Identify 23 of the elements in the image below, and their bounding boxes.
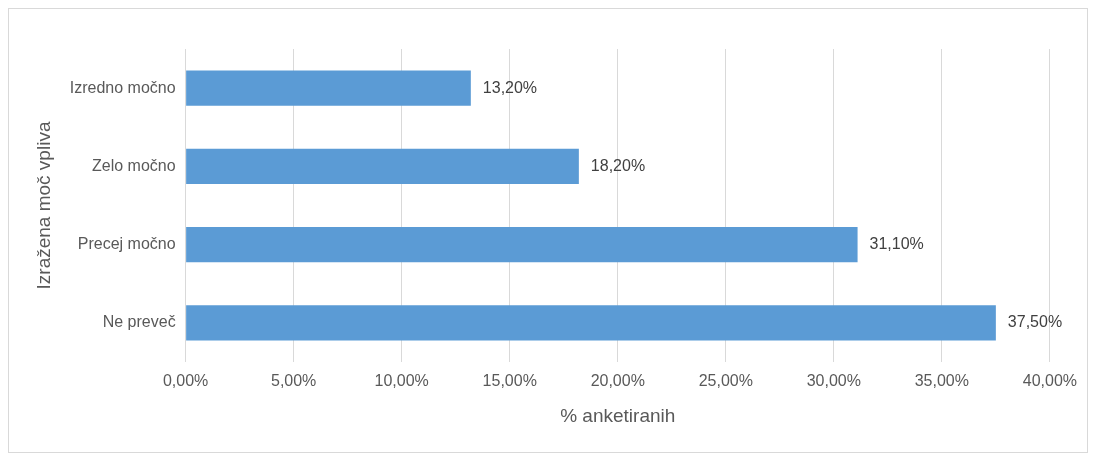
data-label: 37,50% bbox=[1007, 313, 1063, 331]
data-label: 18,20% bbox=[590, 156, 646, 174]
y-tick-label: Ne preveč bbox=[102, 313, 176, 331]
bar bbox=[186, 148, 579, 184]
y-tick-label: Zelo močno bbox=[92, 156, 176, 174]
x-tick-label: 40,00% bbox=[1022, 372, 1077, 390]
bar bbox=[186, 305, 996, 341]
x-tick-label: 10,00% bbox=[374, 372, 429, 390]
y-axis-title: Izražena moč vpliva bbox=[32, 121, 54, 290]
bar bbox=[186, 70, 471, 106]
x-tick-label: 5,00% bbox=[270, 372, 317, 390]
x-tick-label: 20,00% bbox=[590, 372, 645, 390]
x-tick-label: 30,00% bbox=[806, 372, 861, 390]
bar bbox=[186, 227, 858, 263]
x-tick-label: 25,00% bbox=[698, 372, 753, 390]
x-axis-title: % anketiranih bbox=[560, 404, 676, 426]
data-label: 13,20% bbox=[482, 78, 538, 96]
x-tick-label: 15,00% bbox=[482, 372, 537, 390]
data-label: 31,10% bbox=[869, 235, 924, 253]
x-tick-label: 0,00% bbox=[162, 372, 209, 390]
y-tick-label: Precej močno bbox=[77, 235, 176, 253]
y-tick-label: Izredno močno bbox=[69, 78, 176, 96]
x-tick-label: 35,00% bbox=[914, 372, 969, 390]
